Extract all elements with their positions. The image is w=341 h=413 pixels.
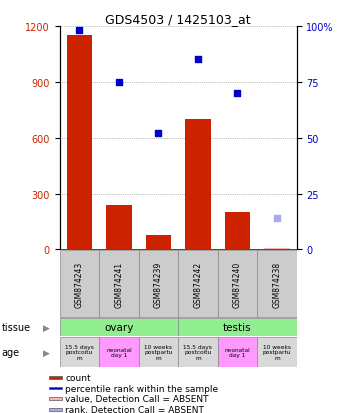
FancyBboxPatch shape bbox=[60, 318, 178, 336]
Bar bbox=[66, 36, 92, 250]
Bar bbox=[49, 408, 62, 411]
Text: GSM874238: GSM874238 bbox=[272, 261, 281, 307]
Text: ▶: ▶ bbox=[43, 348, 49, 356]
Text: GSM874239: GSM874239 bbox=[154, 261, 163, 307]
Text: value, Detection Call = ABSENT: value, Detection Call = ABSENT bbox=[65, 394, 209, 403]
Point bbox=[156, 131, 161, 137]
Bar bbox=[264, 248, 290, 250]
Point bbox=[77, 28, 82, 35]
Text: ovary: ovary bbox=[104, 322, 134, 332]
Bar bbox=[146, 235, 171, 250]
Point bbox=[274, 215, 280, 222]
FancyBboxPatch shape bbox=[257, 337, 297, 367]
Text: GSM874242: GSM874242 bbox=[193, 261, 203, 307]
Text: rank, Detection Call = ABSENT: rank, Detection Call = ABSENT bbox=[65, 405, 204, 413]
FancyBboxPatch shape bbox=[257, 251, 297, 317]
Text: ▶: ▶ bbox=[43, 323, 49, 332]
Text: 10 weeks
postpartu
m: 10 weeks postpartu m bbox=[144, 344, 173, 361]
Point bbox=[195, 57, 201, 64]
Text: age: age bbox=[2, 347, 20, 357]
Text: percentile rank within the sample: percentile rank within the sample bbox=[65, 384, 218, 393]
Text: 10 weeks
postpartu
m: 10 weeks postpartu m bbox=[263, 344, 291, 361]
Text: GSM874241: GSM874241 bbox=[115, 261, 123, 307]
Bar bbox=[49, 397, 62, 400]
Text: 15.5 days
postcoitu
m: 15.5 days postcoitu m bbox=[65, 344, 94, 361]
FancyBboxPatch shape bbox=[178, 318, 297, 336]
FancyBboxPatch shape bbox=[60, 337, 99, 367]
FancyBboxPatch shape bbox=[178, 337, 218, 367]
Text: neonatal
day 1: neonatal day 1 bbox=[224, 347, 250, 358]
Text: count: count bbox=[65, 373, 91, 382]
FancyBboxPatch shape bbox=[218, 251, 257, 317]
Title: GDS4503 / 1425103_at: GDS4503 / 1425103_at bbox=[105, 13, 251, 26]
FancyBboxPatch shape bbox=[99, 251, 139, 317]
Bar bbox=[106, 205, 132, 250]
Text: tissue: tissue bbox=[2, 322, 31, 332]
FancyBboxPatch shape bbox=[60, 251, 99, 317]
Text: GSM874243: GSM874243 bbox=[75, 261, 84, 307]
Bar bbox=[185, 120, 211, 250]
Point bbox=[116, 79, 122, 86]
Text: testis: testis bbox=[223, 322, 252, 332]
Text: neonatal
day 1: neonatal day 1 bbox=[106, 347, 132, 358]
Text: 15.5 days
postcoitu
m: 15.5 days postcoitu m bbox=[183, 344, 212, 361]
FancyBboxPatch shape bbox=[139, 251, 178, 317]
FancyBboxPatch shape bbox=[139, 337, 178, 367]
Point bbox=[235, 90, 240, 97]
FancyBboxPatch shape bbox=[178, 251, 218, 317]
Text: GSM874240: GSM874240 bbox=[233, 261, 242, 307]
FancyBboxPatch shape bbox=[218, 337, 257, 367]
Bar bbox=[49, 387, 62, 389]
Bar bbox=[49, 376, 62, 379]
FancyBboxPatch shape bbox=[99, 337, 139, 367]
Bar bbox=[225, 213, 250, 250]
